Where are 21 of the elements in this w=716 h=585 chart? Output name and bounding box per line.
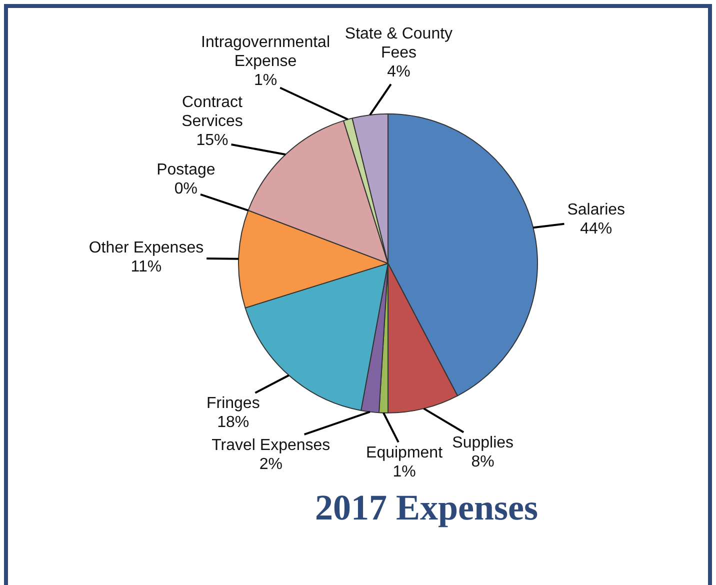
slice-label: Supplies [452,434,514,452]
slice-label: Contract Services [182,94,244,130]
category-label: Postage [156,161,216,178]
slice-label: State & County Fees [344,26,453,62]
data-label: 11% [130,258,162,276]
data-label: 1% [392,464,416,481]
slice-label: Salaries [567,201,626,218]
data-label: 44% [580,220,612,238]
slice-label: Fringes [206,395,260,412]
data-label: 18% [217,414,250,432]
slice-label: Other Expenses [88,239,204,256]
slice-label: Equipment [366,444,444,462]
text: 2017 Expenses [314,488,538,528]
slice-label: Travel Expenses [212,436,330,454]
text: 0% [174,180,198,198]
data-label: 1% [254,72,278,89]
data-label: 8% [471,454,494,471]
slice-label: Intragovernmental Expense [201,34,330,70]
data-label: 4% [387,64,410,81]
data-label: 15% [196,132,228,149]
data-label: 2% [259,456,282,473]
